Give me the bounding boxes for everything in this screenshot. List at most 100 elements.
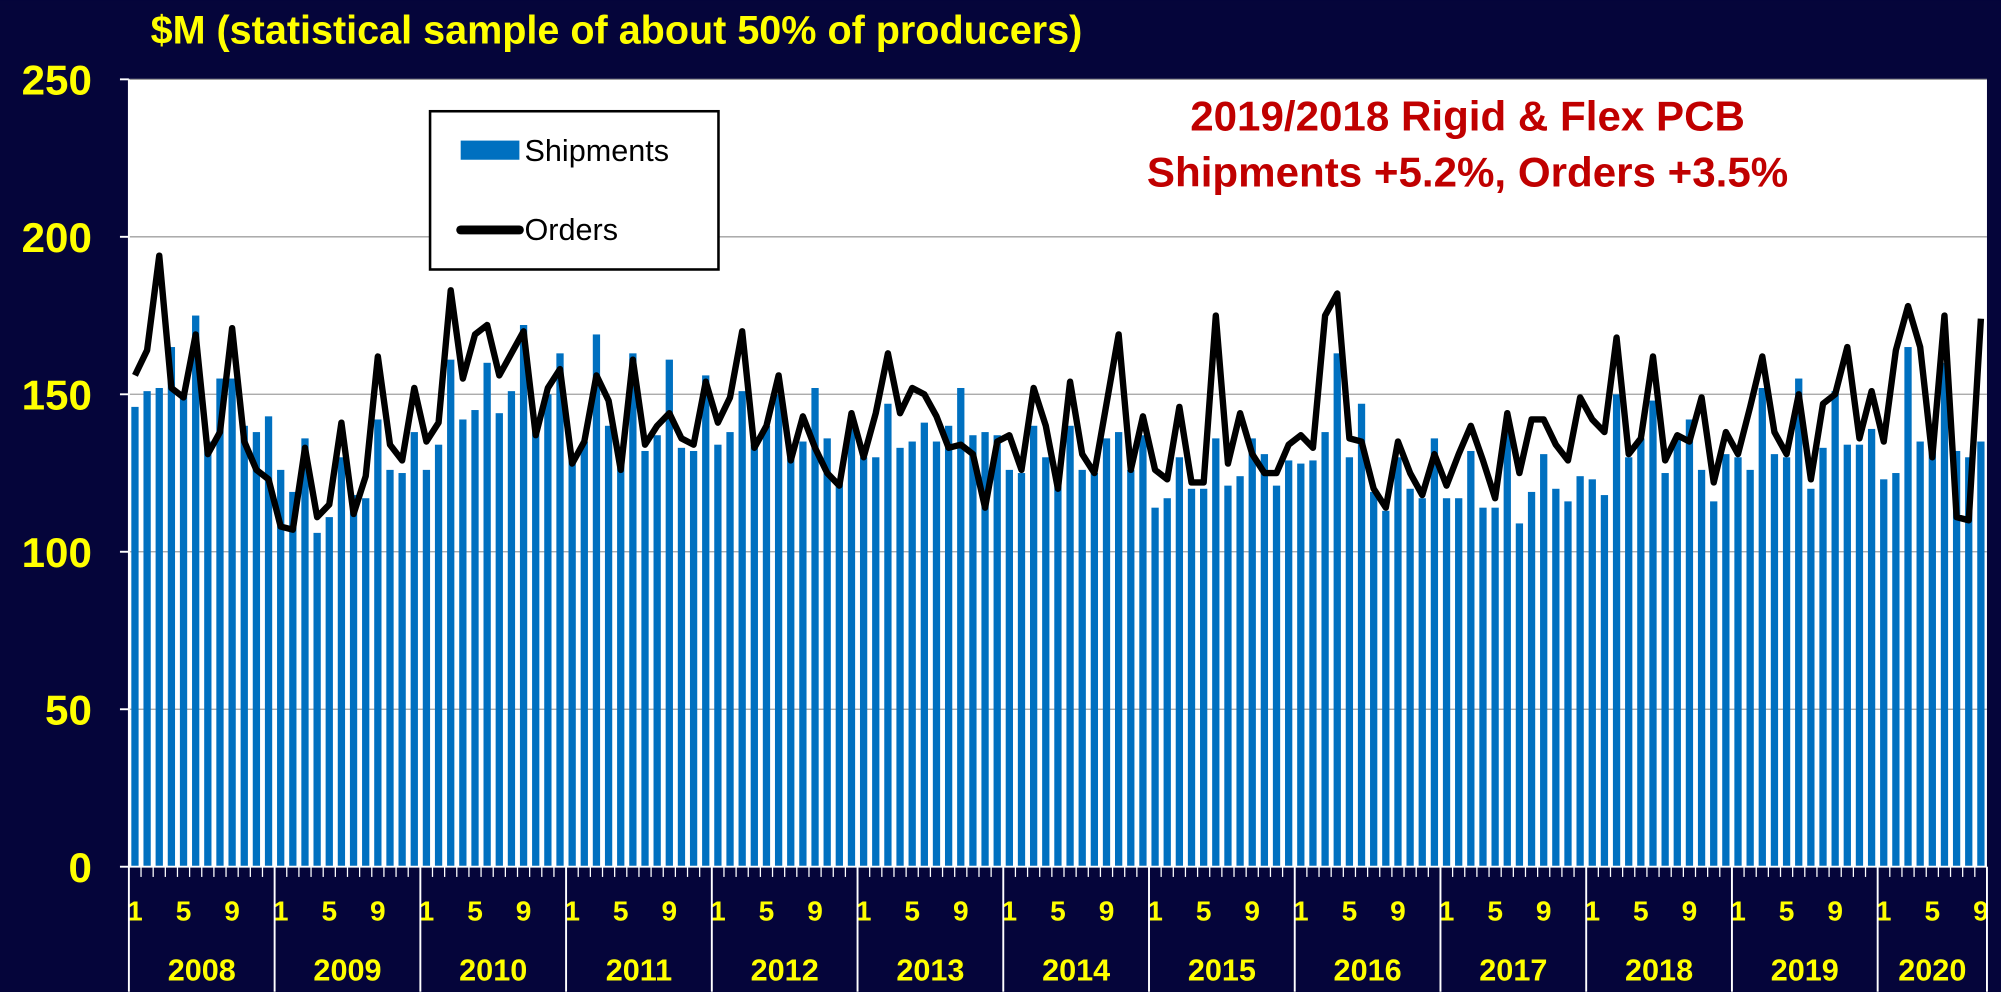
x-tick-label: 5 xyxy=(1633,895,1649,926)
bar xyxy=(884,403,892,867)
bar xyxy=(920,422,928,867)
bar xyxy=(1285,460,1293,867)
legend-box xyxy=(428,109,720,271)
bar xyxy=(592,334,601,867)
x-tick-label: 1 xyxy=(1876,895,1892,926)
x-tick-label: 1 xyxy=(1584,895,1600,926)
legend-swatch xyxy=(460,140,520,160)
x-tick-label: 1 xyxy=(1293,895,1309,926)
bar xyxy=(969,435,977,867)
bar xyxy=(1734,457,1742,867)
bar xyxy=(1625,457,1633,867)
bar xyxy=(507,391,516,867)
bar xyxy=(1515,523,1524,867)
bar xyxy=(422,469,431,867)
x-tick-label: 9 xyxy=(516,895,532,926)
bar xyxy=(1406,488,1414,867)
bar xyxy=(1260,454,1269,867)
bar xyxy=(1224,485,1232,867)
bar xyxy=(1430,438,1439,867)
year-label: 2011 xyxy=(606,953,672,987)
bar xyxy=(519,325,528,867)
bar xyxy=(1163,498,1171,867)
bar xyxy=(1612,394,1621,867)
x-tick-label: 5 xyxy=(1925,895,1941,926)
bar xyxy=(1928,450,1936,867)
y-tick-label: 200 xyxy=(22,214,92,261)
bar xyxy=(1880,479,1888,867)
bar xyxy=(228,378,236,867)
x-tick-label: 1 xyxy=(710,895,726,926)
bar xyxy=(1965,457,1973,867)
bar xyxy=(1102,438,1111,867)
y-tick-label: 0 xyxy=(68,844,91,891)
bar xyxy=(847,425,856,867)
bar xyxy=(1151,507,1159,867)
bar xyxy=(216,378,224,867)
x-tick-label: 9 xyxy=(1536,895,1552,926)
bar xyxy=(1746,469,1754,867)
year-label: 2014 xyxy=(1042,953,1110,987)
x-tick-label: 5 xyxy=(613,895,629,926)
y-tick-label: 100 xyxy=(22,529,92,576)
x-tick-label: 1 xyxy=(1002,895,1018,926)
bar xyxy=(1940,362,1949,867)
year-label: 2009 xyxy=(313,953,381,987)
bar xyxy=(179,394,188,867)
bar xyxy=(1491,507,1499,867)
y-tick-label: 50 xyxy=(45,687,92,734)
bar xyxy=(349,495,358,867)
bar xyxy=(750,444,758,867)
bar xyxy=(1892,473,1900,867)
x-tick-label: 5 xyxy=(1196,895,1212,926)
year-label: 2010 xyxy=(459,953,527,987)
bar xyxy=(1017,473,1026,867)
x-tick-label: 1 xyxy=(856,895,872,926)
bar xyxy=(1370,491,1378,867)
legend-label: Orders xyxy=(524,213,618,247)
bar xyxy=(1212,438,1220,867)
bar xyxy=(1042,457,1050,867)
x-tick-label: 1 xyxy=(1439,895,1455,926)
bar xyxy=(459,419,467,867)
x-tick-label: 5 xyxy=(1342,895,1358,926)
bar xyxy=(471,410,479,867)
x-tick-label: 9 xyxy=(1973,895,1989,926)
bar xyxy=(337,457,346,867)
x-tick-label: 1 xyxy=(127,895,143,926)
bar xyxy=(1540,454,1548,867)
bar xyxy=(1527,491,1536,867)
legend-label: Shipments xyxy=(524,134,669,168)
x-tick-label: 5 xyxy=(759,895,775,926)
bar xyxy=(1916,441,1924,867)
bar xyxy=(1600,495,1609,867)
bar xyxy=(1807,488,1815,867)
bar xyxy=(981,432,989,867)
year-label: 2019 xyxy=(1771,953,1839,987)
bar xyxy=(1297,463,1305,867)
bar xyxy=(1795,378,1803,867)
year-label: 2013 xyxy=(896,953,964,987)
bar xyxy=(410,432,418,867)
bar xyxy=(1952,450,1961,867)
bar xyxy=(1685,419,1694,867)
bar xyxy=(277,469,285,867)
bar xyxy=(204,441,212,867)
bar xyxy=(799,441,807,867)
bar xyxy=(1357,403,1366,867)
x-tick-label: 1 xyxy=(419,895,435,926)
bar xyxy=(1005,469,1013,867)
bar xyxy=(325,517,333,867)
x-tick-label: 9 xyxy=(1390,895,1406,926)
x-tick-label: 5 xyxy=(1050,895,1066,926)
bar xyxy=(1187,488,1196,867)
bar xyxy=(641,450,649,867)
x-tick-label: 9 xyxy=(662,895,678,926)
x-tick-label: 9 xyxy=(1099,895,1115,926)
bar xyxy=(993,435,1001,867)
x-tick-label: 9 xyxy=(1682,895,1698,926)
bar xyxy=(434,444,443,867)
bar xyxy=(859,457,868,867)
annotation: Shipments +5.2%, Orders +3.5% xyxy=(1147,149,1788,196)
bar xyxy=(1710,501,1718,867)
